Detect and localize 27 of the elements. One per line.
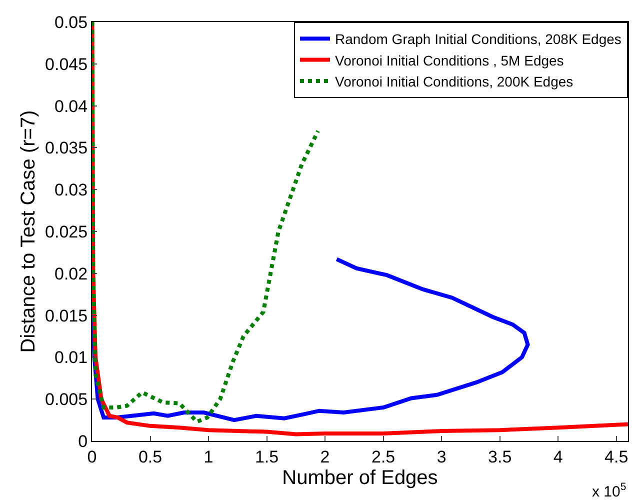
x-tick-label: 3 xyxy=(436,447,446,466)
x-axis-title: Number of Edges xyxy=(282,466,438,489)
y-tick-label: 0.035 xyxy=(45,138,88,158)
x-tick-label: 2.5 xyxy=(371,447,396,466)
x-tick-label: 3.5 xyxy=(488,447,512,466)
y-tick-label: 0.05 xyxy=(54,12,88,32)
x-tick-label: 2 xyxy=(320,447,330,466)
text: x 10$^{5}$ xyxy=(592,481,626,500)
legend-label: Voronoi Initial Conditions, 200K Edges xyxy=(335,73,574,90)
x-tick-label: 1 xyxy=(204,447,214,466)
y-tick-label: 0 xyxy=(78,432,88,451)
y-tick-label: 0.045 xyxy=(45,54,88,74)
line-series xyxy=(92,22,320,424)
x-tick-label: 1.5 xyxy=(254,447,279,466)
y-tick-label: 0.025 xyxy=(45,222,88,242)
x-tick-label: 4.5 xyxy=(604,447,628,466)
y-tick-label: 0.03 xyxy=(54,180,88,200)
x-tick-label: 0.5 xyxy=(138,447,162,466)
y-axis-title: Distance to Test Case (r=7) xyxy=(18,110,40,353)
legend-label: Random Graph Initial Conditions, 208K Edges xyxy=(335,31,622,48)
legend-label: Voronoi Initial Conditions , 5M Edges xyxy=(335,52,564,68)
y-tick-label: 0.02 xyxy=(54,264,88,284)
y-tick-label: 0.015 xyxy=(45,306,88,326)
y-tick-label: 0.04 xyxy=(54,96,88,116)
y-tick-label: 0.01 xyxy=(54,348,88,368)
x-tick-label: 4 xyxy=(553,447,563,466)
y-tick-label: 0.005 xyxy=(45,390,88,410)
